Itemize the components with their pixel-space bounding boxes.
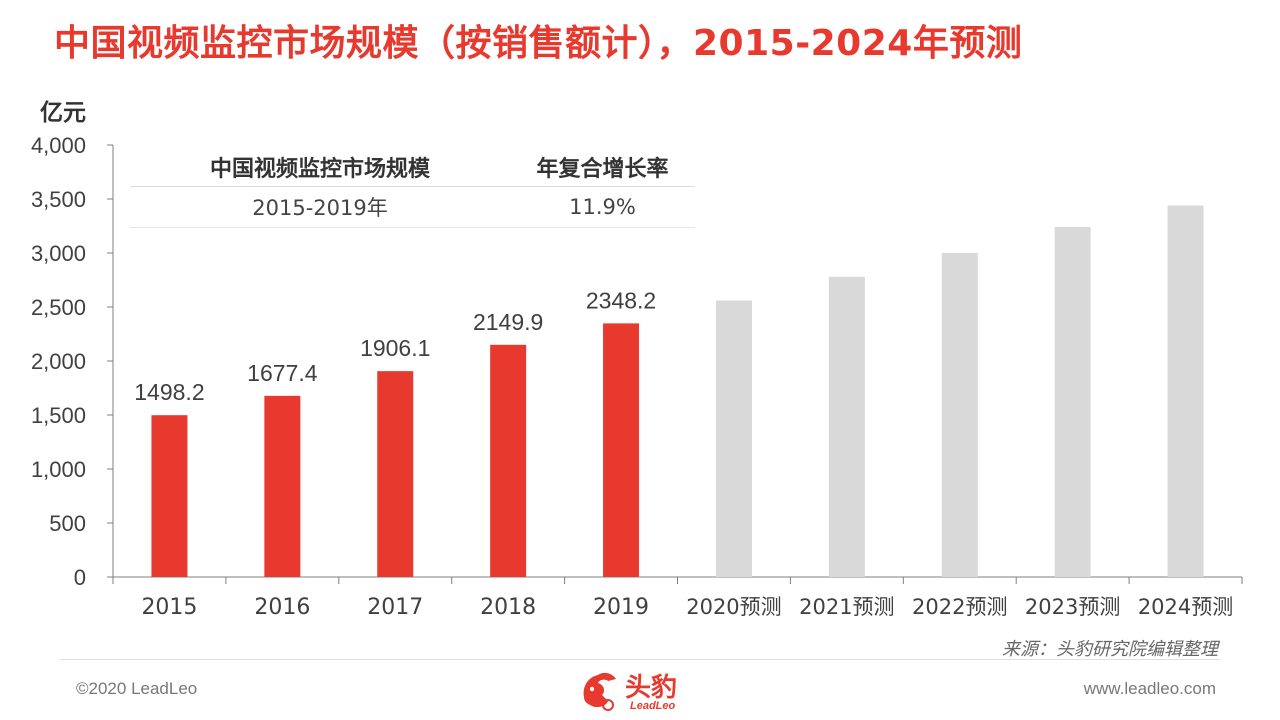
y-axis-unit-label: 亿元 [40, 100, 86, 126]
y-tick-label: 2,000 [31, 349, 86, 374]
y-tick-label: 500 [49, 511, 86, 536]
cagr-header-market: 中国视频监控市场规模 [209, 157, 430, 182]
forecast-bar [1054, 227, 1091, 577]
cagr-header-rate: 年复合增长率 [536, 157, 669, 182]
forecast-bar [828, 276, 865, 577]
leadleo-logo: 头豹 LeadLeo [578, 667, 708, 717]
forecast-bar [1167, 205, 1204, 578]
y-tick-label: 3,500 [31, 187, 86, 212]
cagr-table-header: 中国视频监控市场规模 年复合增长率 [130, 148, 695, 187]
cagr-period: 2015-2019年 [252, 196, 388, 220]
x-category-label: 2017 [367, 595, 423, 620]
bar-data-label: 1906.1 [360, 335, 430, 361]
x-category-label: 2024预测 [1138, 595, 1233, 619]
footer-divider [60, 659, 1220, 660]
x-category-label: 2023预测 [1025, 595, 1120, 619]
actual-bar [264, 395, 301, 577]
website-url: www.leadleo.com [1083, 679, 1216, 698]
forecast-bar [715, 300, 752, 577]
x-category-label: 2021预测 [799, 595, 894, 619]
bar-data-label: 1677.4 [247, 360, 318, 386]
y-tick-label: 1,500 [31, 403, 86, 428]
cagr-rate: 11.9% [569, 195, 636, 219]
y-tick-label: 1,000 [31, 457, 86, 482]
x-category-label: 2015 [141, 595, 197, 620]
x-category-label: 2018 [480, 595, 536, 620]
y-tick-label: 2,500 [31, 295, 86, 320]
actual-bar [603, 323, 640, 577]
x-category-label: 2016 [254, 595, 310, 620]
cagr-table-row: 2015-2019年 11.9% [130, 187, 695, 228]
actual-bar [151, 415, 188, 577]
x-category-label: 2020预测 [686, 595, 781, 619]
logo-english-text: LeadLeo [630, 700, 676, 712]
x-category-label: 2022预测 [912, 595, 1007, 619]
actual-bar [490, 344, 527, 577]
y-tick-label: 0 [74, 565, 86, 590]
source-note: 来源：头豹研究院编辑整理 [1002, 639, 1218, 660]
bar-data-label: 2348.2 [586, 287, 656, 313]
actual-bar [377, 371, 414, 577]
bar-data-label: 2149.9 [473, 309, 543, 335]
copyright-text: ©2020 LeadLeo [76, 679, 198, 698]
cagr-table: 中国视频监控市场规模 年复合增长率 2015-2019年 11.9% [130, 148, 695, 228]
logo-chinese-text: 头豹 [625, 673, 678, 703]
y-tick-label: 3,000 [31, 241, 86, 266]
leopard-head-icon [583, 672, 616, 711]
bar-data-label: 1498.2 [134, 379, 204, 405]
x-category-label: 2019 [593, 595, 649, 620]
forecast-bar [941, 253, 978, 577]
page-title: 中国视频监控市场规模（按销售额计），2015-2024年预测 [54, 23, 1023, 64]
y-tick-label: 4,000 [31, 133, 86, 158]
